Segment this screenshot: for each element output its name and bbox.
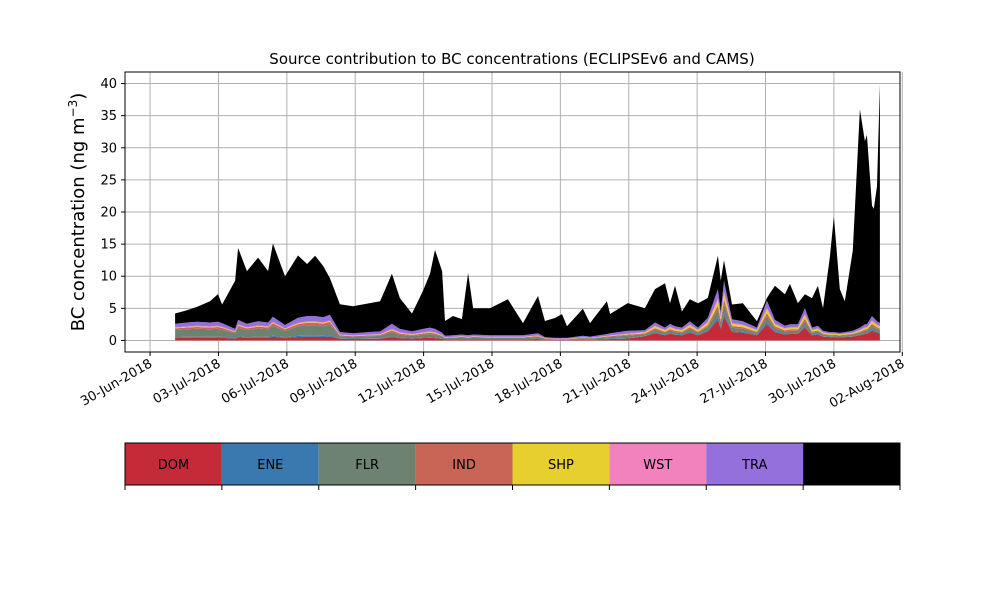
y-axis-label-close: ) bbox=[68, 93, 89, 100]
legend-label-dom: DOM bbox=[158, 458, 189, 473]
legend-label-shp: SHP bbox=[548, 458, 574, 473]
area-tra bbox=[175, 280, 880, 339]
legend-swatch-ind bbox=[415, 443, 513, 485]
area-dom bbox=[175, 316, 880, 341]
legend-swatch-tra bbox=[706, 443, 804, 485]
y-tick-label: 15 bbox=[100, 238, 117, 253]
y-tick-label: 10 bbox=[100, 270, 117, 285]
area-shp bbox=[175, 293, 880, 339]
y-axis-label: BC concentration (ng m−3) bbox=[66, 93, 89, 332]
legend-label-flr: FLR bbox=[355, 458, 379, 473]
y-axis-label-main: BC concentration (ng m bbox=[68, 117, 89, 331]
y-axis-ticks: 0 5 10 15 20 25 30 35 40 bbox=[100, 77, 125, 349]
legend-label-tra: TRA bbox=[741, 458, 767, 473]
legend-label-ind: IND bbox=[452, 458, 476, 473]
legend-swatch-bb bbox=[803, 443, 900, 485]
y-tick-label: 5 bbox=[109, 302, 117, 317]
legend-label-wst: WST bbox=[643, 458, 672, 473]
area-ene bbox=[175, 313, 880, 340]
legend-label-ene: ENE bbox=[257, 458, 283, 473]
stacked-areas bbox=[175, 83, 880, 341]
source-colorbar-legend: DOM ENE FLR IND SHP WST TRA BB bbox=[124, 442, 901, 490]
legend-swatch-shp bbox=[512, 443, 610, 485]
chart-title: Source contribution to BC concentrations… bbox=[269, 50, 754, 68]
legend-swatch-wst bbox=[609, 443, 707, 485]
y-tick-label: 20 bbox=[100, 206, 117, 221]
y-axis-label-exponent: −3 bbox=[66, 100, 80, 118]
y-tick-label: 30 bbox=[100, 141, 117, 156]
area-bb bbox=[175, 83, 880, 338]
legend-swatch-flr bbox=[318, 443, 416, 485]
y-tick-label: 40 bbox=[100, 77, 117, 92]
area-flr bbox=[175, 304, 880, 340]
legend-label-bb: BB bbox=[843, 458, 861, 473]
y-tick-label: 25 bbox=[100, 173, 117, 188]
y-tick-label: 35 bbox=[100, 109, 117, 124]
legend-swatch-dom bbox=[125, 443, 222, 485]
y-tick-label: 0 bbox=[109, 334, 117, 349]
legend-swatch-ene bbox=[221, 443, 319, 485]
